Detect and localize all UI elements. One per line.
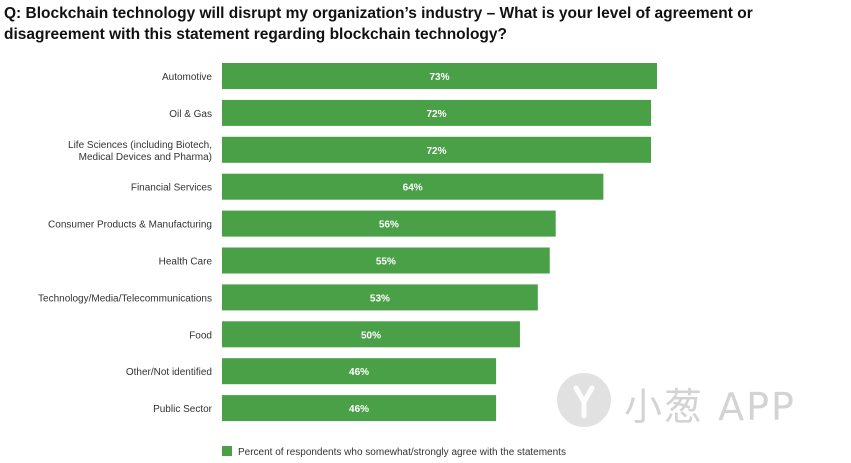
bar-value-label: 73% <box>429 72 449 83</box>
bar <box>222 395 497 422</box>
category-label: Other/Not identified <box>126 367 212 378</box>
bar-value-label: 55% <box>376 257 396 268</box>
category-label: Automotive <box>162 72 212 83</box>
legend-label: Percent of respondents who somewhat/stro… <box>238 447 566 458</box>
bar <box>222 173 604 200</box>
bar <box>222 284 538 311</box>
bar <box>222 210 556 237</box>
legend-swatch <box>222 446 232 456</box>
bar <box>222 358 497 385</box>
bar-value-label: 46% <box>349 367 369 378</box>
bar-value-label: 72% <box>427 109 447 120</box>
bar <box>222 321 520 348</box>
category-label: Life Sciences (including Biotech, Medical… <box>68 140 212 163</box>
bar-value-label: 46% <box>349 404 369 415</box>
category-label: Technology/Media/Telecommunications <box>38 293 212 304</box>
bar-value-label: 53% <box>370 293 390 304</box>
category-label: Food <box>189 330 212 341</box>
bar-value-label: 64% <box>403 183 423 194</box>
bar-value-label: 72% <box>427 146 447 157</box>
bar <box>222 63 657 89</box>
bar <box>222 247 550 274</box>
category-label: Public Sector <box>153 404 213 415</box>
watermark-text: 小葱 APP <box>624 385 796 429</box>
category-label: Health Care <box>159 257 213 268</box>
category-label: Consumer Products & Manufacturing <box>48 220 212 231</box>
bar <box>222 99 652 126</box>
category-label: Oil & Gas <box>169 109 212 120</box>
green-onion-logo-icon <box>557 373 611 427</box>
watermark: 小葱 APP <box>554 370 824 430</box>
category-label: Financial Services <box>131 183 212 194</box>
bar-value-label: 56% <box>379 220 399 231</box>
chart-title: Q: Blockchain technology will disrupt my… <box>4 5 753 43</box>
bar <box>222 136 652 163</box>
bar-value-label: 50% <box>361 330 381 341</box>
